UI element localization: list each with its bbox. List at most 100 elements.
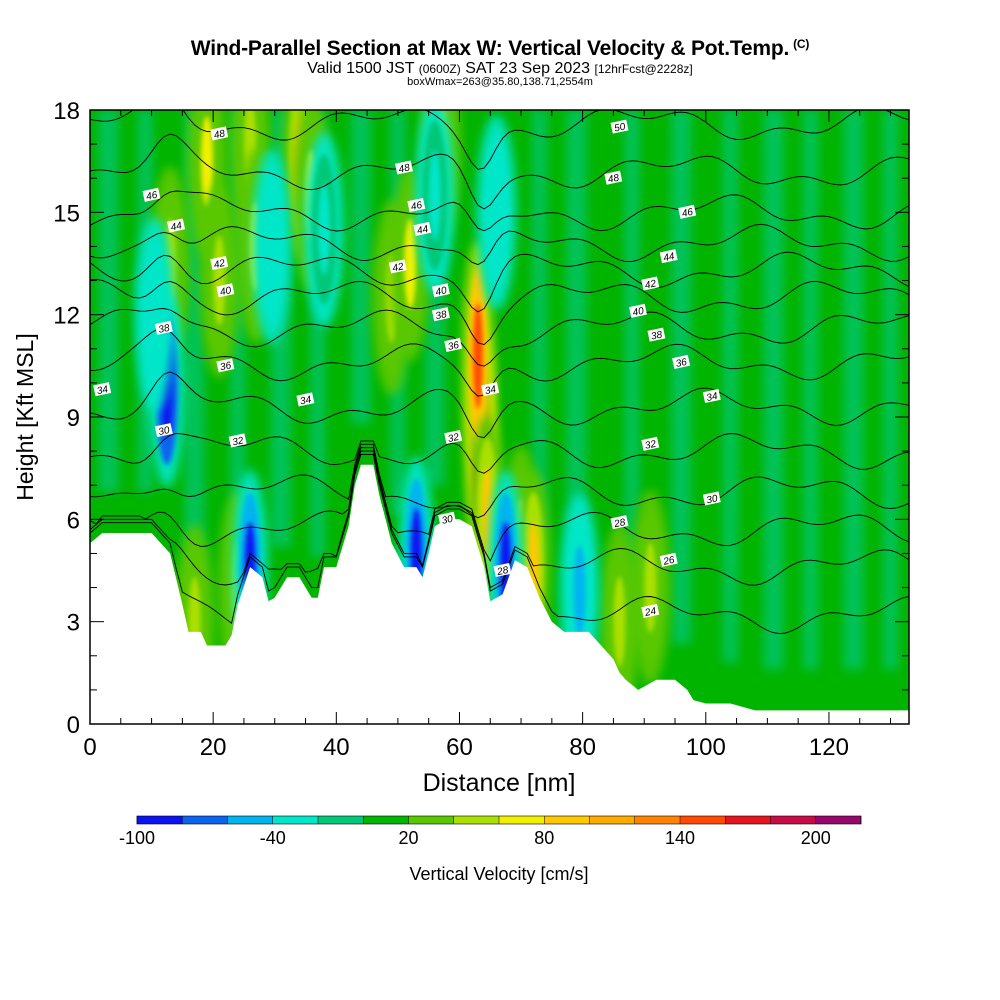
velocity-band (351, 110, 371, 424)
contour-label-box (604, 170, 623, 185)
box-max-line: boxWmax=263@35.80,138.71,2554m (407, 76, 593, 88)
contour-label-text: 34 (484, 384, 498, 397)
contour-label: 30 (154, 423, 173, 438)
contour-label-text: 34 (96, 384, 110, 397)
contour-label-text: 24 (643, 606, 658, 619)
contour-label: 28 (610, 515, 629, 530)
colorbar-swatch (680, 816, 726, 824)
theta-contour (90, 450, 909, 589)
contour-label-box (641, 436, 660, 451)
contour-label-text: 40 (219, 285, 233, 298)
contour-label-text: 46 (410, 200, 424, 213)
contour-label-box (659, 552, 678, 567)
velocity-band (624, 110, 640, 644)
colorbar-swatch (770, 816, 816, 824)
contour-label-box (610, 515, 629, 530)
y-tick-label: 3 (67, 610, 80, 637)
contour-label: 30 (438, 511, 457, 527)
contour-label-box (407, 197, 426, 213)
contour-label-text: 48 (607, 173, 621, 186)
contour-label-text: 26 (661, 555, 676, 568)
contour-label-text: 42 (392, 261, 406, 274)
downdraft-core (573, 545, 586, 636)
updraft-core (613, 576, 626, 667)
colorbar-swatch (182, 816, 228, 824)
contour-label: 36 (444, 337, 463, 353)
colorbar-swatch (318, 816, 364, 824)
valid-time-line: Valid 1500 JST (0600Z) SAT 23 Sep 2023 [… (307, 60, 693, 77)
contour-label-box (438, 511, 457, 526)
contour-label-text: 28 (612, 517, 627, 530)
y-axis-label: Height [Kft MSL] (12, 333, 38, 500)
contour-label: 34 (93, 382, 112, 397)
x-tick-label: 40 (323, 734, 350, 761)
contour-label-text: 38 (435, 309, 449, 322)
updraft-core (644, 542, 657, 633)
contour-label: 44 (659, 249, 678, 264)
updraft-core (200, 116, 214, 207)
velocity-band (803, 110, 818, 670)
theta-contour (90, 443, 909, 519)
contour-label-box (431, 307, 450, 322)
contour-label-box (210, 126, 229, 141)
colorbar-tick-label: 200 (801, 828, 831, 848)
contour-label-text: 38 (158, 323, 172, 336)
contour-label-box (388, 259, 407, 274)
colorbar-swatch (408, 816, 454, 824)
theta-contour (90, 133, 909, 210)
contour-label: 42 (210, 255, 229, 271)
contour-label: 34 (481, 382, 500, 397)
theta-contour (90, 251, 909, 313)
contour-label-text: 36 (675, 357, 689, 370)
contour-label-text: 32 (447, 432, 461, 445)
contour-label-text: 32 (644, 439, 658, 452)
y-tick-label: 0 (67, 712, 80, 739)
contour-label: 36 (672, 354, 691, 370)
y-tick-label: 6 (67, 507, 80, 534)
colorbar-swatch (272, 816, 318, 824)
contour-label: 42 (641, 276, 660, 292)
velocity-band (566, 110, 587, 591)
contour-label: 32 (228, 433, 247, 448)
contour-label-text: 40 (435, 285, 449, 298)
contour-label-box (395, 160, 413, 175)
contour-label: 48 (604, 170, 623, 186)
contour-label: 24 (641, 603, 660, 619)
theta-contour (90, 223, 909, 266)
theta-contour (90, 190, 909, 232)
contour-label-box (167, 218, 186, 233)
contour-label-box (641, 603, 660, 618)
contour-label-text: 42 (644, 278, 658, 291)
contour-label-box (444, 337, 463, 352)
contour-label-box (647, 327, 666, 342)
contour-label-box (493, 562, 512, 578)
contour-label: 40 (629, 303, 647, 319)
colorbar-swatch (725, 816, 771, 824)
contour-label-box (659, 249, 678, 264)
contour-label-text: 46 (681, 207, 695, 220)
contour-label: 38 (647, 327, 666, 343)
contour-label-box (296, 392, 315, 407)
x-tick-label: 120 (809, 734, 849, 761)
contour-label: 26 (659, 552, 678, 568)
x-axis-label: Distance [nm] (423, 769, 576, 797)
y-tick-label: 15 (53, 200, 80, 227)
contour-label-box (672, 354, 691, 369)
velocity-band (883, 110, 898, 670)
contour-label-box (481, 382, 500, 397)
contour-label-text: 34 (706, 391, 720, 404)
y-tick-label: 12 (53, 303, 80, 330)
contour-label: 32 (444, 429, 463, 445)
contour-label: 38 (431, 307, 450, 322)
contour-label-box (210, 255, 229, 271)
contour-labels: 48 46 44 42 40 38 36 34 34 30 32 48 46 44 42 40 38 36 34 32… (93, 119, 721, 619)
downdraft-core (317, 184, 331, 275)
contour-label-box (216, 283, 235, 298)
colorbar-tick-label: 80 (534, 828, 554, 848)
contour-label: 28 (493, 562, 512, 578)
velocity-band (763, 110, 784, 670)
contour-label: 34 (296, 392, 315, 407)
